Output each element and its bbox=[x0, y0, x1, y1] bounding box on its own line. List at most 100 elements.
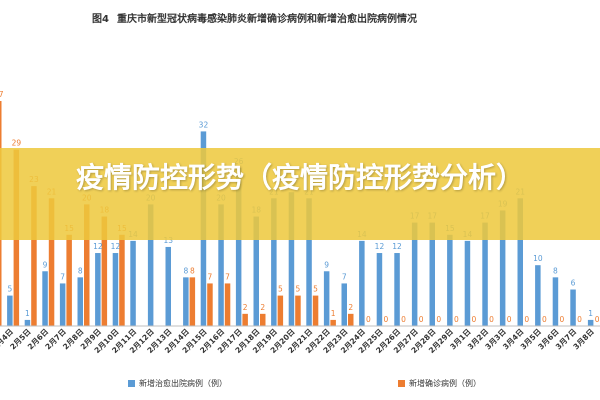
label-confirmed-26: 0 bbox=[454, 315, 459, 324]
label-confirmed-20: 2 bbox=[348, 303, 353, 312]
label-discharged-2: 1 bbox=[25, 309, 30, 318]
label-confirmed-30: 0 bbox=[524, 315, 529, 324]
label-confirmed-33: 0 bbox=[577, 315, 582, 324]
label-confirmed-14: 2 bbox=[243, 303, 248, 312]
bar-discharged-23 bbox=[394, 253, 400, 326]
bar-discharged-13 bbox=[218, 204, 224, 326]
label-confirmed-16: 5 bbox=[278, 285, 283, 294]
label-discharged-20: 7 bbox=[342, 272, 347, 281]
bar-discharged-24 bbox=[411, 222, 418, 326]
bars-layer bbox=[0, 101, 594, 326]
bar-discharged-32 bbox=[552, 277, 559, 326]
label-discharged-12: 32 bbox=[199, 120, 209, 129]
label-confirmed-21: 0 bbox=[366, 315, 371, 324]
label-confirmed-18: 5 bbox=[313, 285, 318, 294]
bar-discharged-21 bbox=[359, 240, 365, 326]
label-confirmed-15: 2 bbox=[260, 303, 265, 312]
label-discharged-3: 9 bbox=[43, 260, 48, 269]
bar-discharged-34 bbox=[587, 319, 594, 326]
label-confirmed-31: 0 bbox=[542, 315, 547, 324]
label-confirmed-25: 0 bbox=[436, 315, 441, 324]
bar-discharged-4 bbox=[59, 283, 66, 326]
figure-title: 图4 重庆市新型冠状病毒感染肺炎新增确诊病例和新增治愈出院病例情况 bbox=[92, 10, 417, 25]
bar-discharged-33 bbox=[570, 289, 576, 326]
bar-discharged-30 bbox=[517, 198, 523, 326]
label-confirmed-29: 0 bbox=[507, 315, 512, 324]
bar-confirmed-17 bbox=[295, 295, 301, 326]
bar-discharged-25 bbox=[429, 222, 435, 326]
x-tick-labels-layer: 2月3日2月4日2月5日2月6日2月7日2月8日2月9日2月10日2月11日2月… bbox=[0, 327, 596, 355]
label-discharged-34: 1 bbox=[588, 309, 593, 318]
label-discharged-10: 13 bbox=[163, 236, 173, 245]
label-discharged-31: 10 bbox=[533, 254, 543, 263]
bar-confirmed-3 bbox=[48, 198, 55, 326]
bar-discharged-6 bbox=[95, 253, 101, 326]
label-confirmed-11: 8 bbox=[190, 266, 195, 275]
label-confirmed-32: 0 bbox=[560, 315, 565, 324]
legend-swatch-blue bbox=[128, 380, 135, 387]
label-discharged-32: 8 bbox=[553, 266, 558, 275]
bar-discharged-18 bbox=[306, 198, 312, 326]
label-confirmed-13: 7 bbox=[225, 272, 230, 281]
bar-confirmed-20 bbox=[348, 313, 354, 326]
bar-discharged-31 bbox=[535, 265, 541, 326]
bar-confirmed-2 bbox=[31, 186, 37, 326]
label-discharged-6: 12 bbox=[93, 242, 103, 251]
label-discharged-7: 12 bbox=[111, 242, 121, 251]
bar-discharged-19 bbox=[323, 271, 330, 326]
label-confirmed-23: 0 bbox=[401, 315, 406, 324]
bar-confirmed-4 bbox=[66, 234, 72, 326]
bar-confirmed-6 bbox=[101, 216, 108, 326]
bar-discharged-3 bbox=[42, 271, 48, 326]
bar-discharged-9 bbox=[147, 204, 154, 326]
label-confirmed-34: 0 bbox=[595, 315, 600, 324]
label-discharged-19: 9 bbox=[324, 260, 329, 269]
banner-text: 疫情防控形势（疫情防控形势分析） bbox=[75, 161, 524, 194]
label-discharged-1: 5 bbox=[7, 285, 12, 294]
bar-confirmed-5 bbox=[84, 204, 90, 326]
bar-discharged-16 bbox=[271, 198, 277, 326]
legend-label-discharged: 新增治愈出院病例（例） bbox=[139, 379, 227, 388]
legend-item-confirmed: 新增确诊病例（例） bbox=[398, 378, 481, 389]
bar-discharged-1 bbox=[7, 295, 13, 326]
figure-title-text: 重庆市新型冠状病毒感染肺炎新增确诊病例和新增治愈出院病例情况 bbox=[116, 14, 417, 25]
bar-confirmed-7 bbox=[119, 234, 125, 326]
bar-discharged-17 bbox=[288, 192, 295, 326]
label-discharged-4: 7 bbox=[60, 272, 65, 281]
bar-discharged-8 bbox=[130, 240, 136, 326]
label-confirmed-1: 29 bbox=[12, 139, 22, 148]
label-confirmed-0: 37 bbox=[0, 90, 4, 99]
bar-discharged-15 bbox=[253, 216, 259, 326]
legend-label-confirmed: 新增确诊病例（例） bbox=[409, 379, 481, 388]
bar-confirmed-13 bbox=[224, 283, 231, 326]
bar-discharged-14 bbox=[235, 167, 242, 326]
bar-discharged-11 bbox=[183, 277, 189, 326]
bar-discharged-22 bbox=[376, 253, 383, 326]
bar-discharged-5 bbox=[77, 277, 83, 326]
bar-discharged-29 bbox=[499, 210, 506, 326]
bar-confirmed-12 bbox=[207, 283, 213, 326]
label-confirmed-27: 0 bbox=[472, 315, 477, 324]
label-discharged-33: 6 bbox=[571, 279, 576, 288]
bar-confirmed-14 bbox=[242, 313, 248, 326]
figure-number: 图4 bbox=[92, 14, 109, 25]
label-discharged-22: 12 bbox=[375, 242, 385, 251]
bar-discharged-7 bbox=[112, 253, 119, 326]
label-confirmed-28: 0 bbox=[489, 315, 494, 324]
label-confirmed-12: 7 bbox=[208, 272, 213, 281]
bar-confirmed-16 bbox=[277, 295, 284, 326]
bar-confirmed-19 bbox=[330, 319, 336, 326]
bar-discharged-28 bbox=[482, 222, 488, 326]
bar-discharged-10 bbox=[165, 246, 171, 326]
label-confirmed-19: 1 bbox=[331, 309, 336, 318]
bar-discharged-20 bbox=[341, 283, 347, 326]
label-discharged-23: 12 bbox=[392, 242, 402, 251]
bar-discharged-27 bbox=[464, 240, 471, 326]
bar-discharged-26 bbox=[447, 234, 453, 326]
label-discharged-11: 8 bbox=[183, 266, 188, 275]
label-confirmed-24: 0 bbox=[419, 315, 424, 324]
label-confirmed-17: 5 bbox=[296, 285, 301, 294]
legend-swatch-orange bbox=[398, 380, 405, 387]
bar-confirmed-11 bbox=[189, 277, 196, 326]
title-banner bbox=[0, 148, 600, 240]
